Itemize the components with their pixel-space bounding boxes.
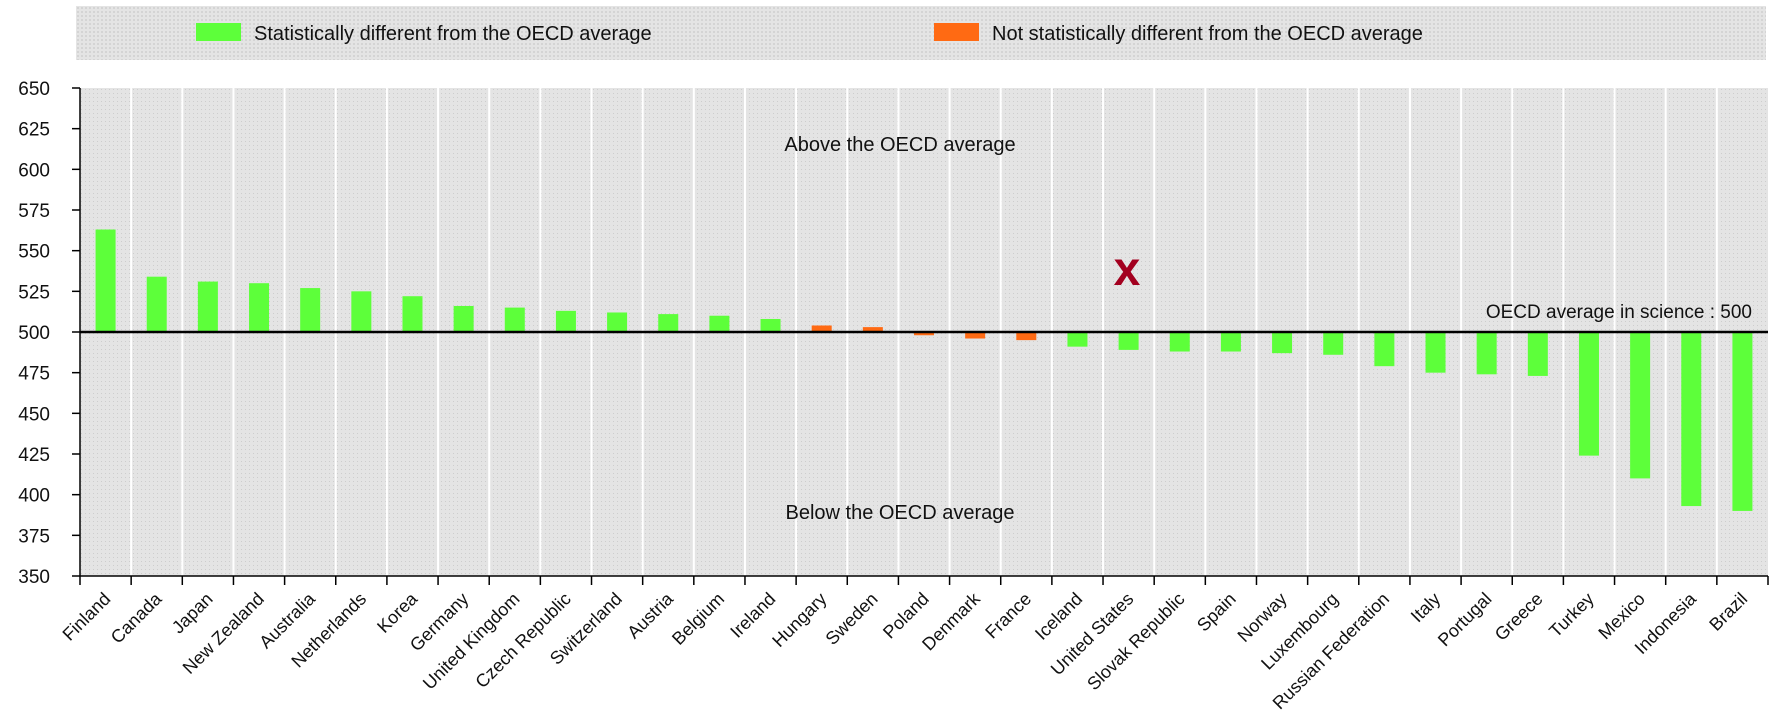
bar-japan (197, 281, 218, 332)
bar-korea (402, 296, 423, 332)
bar-united-states (1118, 332, 1139, 350)
bar-russian-federation (1374, 332, 1395, 367)
bar-united-kingdom (504, 307, 525, 332)
y-tick-label: 625 (18, 120, 50, 141)
x-tick-label: Turkey (1545, 589, 1598, 642)
x-tick-label: Spain (1193, 589, 1240, 636)
y-tick-label: 450 (18, 404, 50, 425)
y-tick-label: 550 (18, 242, 50, 263)
y-tick-label: 575 (18, 201, 50, 222)
legend-swatch-significant (196, 23, 241, 41)
annotation-above: Above the OECD average (784, 134, 1015, 156)
bar-poland (914, 332, 934, 336)
bar-brazil (1732, 332, 1753, 511)
bar-canada (146, 276, 167, 332)
legend-label-not-significant: Not statistically different from the OEC… (992, 23, 1423, 45)
bar-belgium (709, 315, 730, 332)
bar-mexico (1630, 332, 1651, 479)
bar-denmark (965, 332, 986, 339)
bar-sweden (862, 327, 883, 332)
x-tick-label: Hungary (768, 589, 830, 651)
x-tick-label: France (981, 589, 1035, 643)
y-tick-label: 600 (18, 160, 50, 181)
bar-hungary (811, 325, 832, 332)
bar-slovak-republic (1169, 332, 1190, 352)
x-tick-label: Finland (59, 589, 115, 645)
bar-czech-republic (555, 310, 576, 332)
x-tick-label: Italy (1407, 589, 1444, 626)
y-tick-label: 425 (18, 445, 50, 466)
bar-italy (1425, 332, 1446, 373)
bar-new-zealand (249, 283, 270, 332)
x-tick-label: Belgium (668, 589, 728, 649)
bar-germany (453, 305, 474, 332)
legend: Statistically different from the OECD av… (76, 6, 1766, 60)
annotation-below: Below the OECD average (785, 502, 1014, 524)
y-tick-label: 350 (18, 567, 50, 588)
x-tick-label: Slovak Republic (1083, 589, 1188, 694)
y-tick-label: 650 (18, 79, 50, 100)
legend-label-significant: Statistically different from the OECD av… (254, 23, 652, 45)
y-tick-label: 500 (18, 323, 50, 344)
x-tick-label: Brazil (1705, 589, 1751, 635)
bar-finland (95, 229, 116, 332)
x-tick-label: Denmark (918, 588, 984, 654)
legend-swatch-not-significant (934, 23, 979, 41)
x-tick-label: Japan (168, 589, 217, 638)
x-tick-label: Portugal (1434, 589, 1496, 651)
x-tick-label: Sweden (822, 589, 882, 649)
x-marker: x (1114, 243, 1141, 296)
y-tick-label: 475 (18, 364, 50, 385)
x-tick-label: Canada (107, 588, 166, 647)
bar-turkey (1578, 332, 1599, 456)
annotation-oecd-average: OECD average in science : 500 (1486, 302, 1752, 323)
x-tick-label: Greece (1491, 589, 1547, 645)
y-tick-label: 400 (18, 486, 50, 507)
bar-luxembourg (1323, 332, 1344, 355)
bar-australia (300, 288, 321, 332)
y-tick-label: 525 (18, 282, 50, 303)
bar-france (1016, 332, 1037, 341)
bar-portugal (1476, 332, 1497, 375)
bar-austria (658, 314, 679, 332)
bar-indonesia (1681, 332, 1702, 507)
bar-iceland (1067, 332, 1088, 347)
y-tick-label: 375 (18, 526, 50, 547)
bar-greece (1527, 332, 1548, 376)
x-tick-label: Korea (373, 588, 422, 637)
bar-ireland (760, 318, 781, 332)
bar-norway (1272, 332, 1293, 354)
bar-spain (1220, 332, 1241, 352)
bar-netherlands (351, 291, 372, 332)
bar-switzerland (607, 312, 628, 332)
